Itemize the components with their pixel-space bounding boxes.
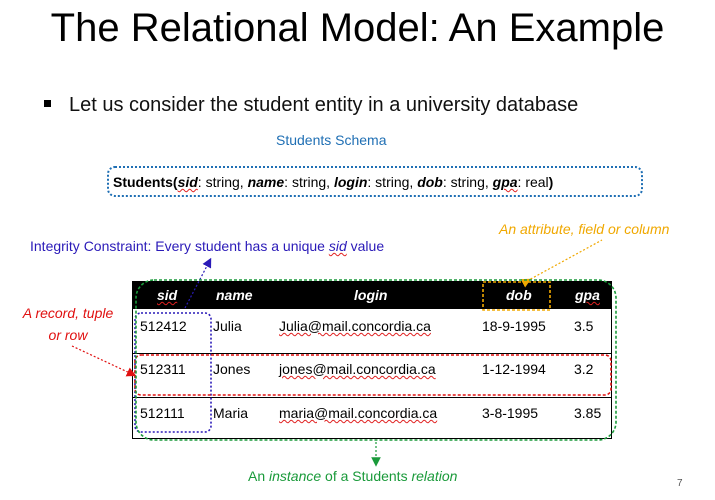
cell-name: Jones — [213, 361, 251, 377]
cell-dob: 1-12-1994 — [482, 361, 546, 377]
schema-attr-login: login — [333, 174, 368, 190]
bullet-point: Let us consider the student entity in a … — [44, 94, 578, 117]
schema-type-gpa: : real — [517, 174, 549, 190]
header-login: login — [354, 287, 388, 303]
schema-attr-gpa: gpa — [492, 174, 518, 190]
record-annotation-line1: A record, tuple — [22, 305, 114, 321]
instance-text-b: instance — [269, 468, 322, 484]
bullet-square-icon — [44, 100, 51, 108]
instance-text-a: An — [248, 468, 270, 484]
cell-name: Julia — [213, 318, 242, 334]
schema-definition: Students(sid: string, name: string, logi… — [113, 174, 553, 190]
instance-text-c: of a Students — [321, 468, 412, 484]
cell-sid: 512311 — [140, 361, 186, 377]
schema-attr-name: name — [247, 174, 285, 190]
attribute-arrow — [520, 239, 603, 288]
schema-attr-sid: sid — [177, 174, 198, 190]
header-name: name — [216, 287, 253, 303]
schema-type-login: : string, — [367, 174, 418, 190]
instance-text-d: relation — [411, 468, 458, 484]
cell-dob: 18-9-1995 — [482, 318, 546, 334]
students-table: sid name login dob gpa 512412 Julia Juli… — [132, 281, 612, 439]
cell-login: maria@mail.concordia.ca — [279, 405, 438, 421]
row-divider — [133, 353, 611, 354]
slide-title: The Relational Model: An Example — [50, 6, 665, 50]
cell-sid: 512111 — [140, 405, 185, 421]
schema-type-sid: : string, — [197, 174, 248, 190]
attribute-annotation: An attribute, field or column — [499, 221, 670, 237]
cell-login: Julia@mail.concordia.ca — [279, 318, 431, 334]
cell-sid: 512412 — [140, 318, 187, 334]
table-header: sid name login dob gpa — [133, 282, 611, 309]
instance-annotation: An instance of a Students relation — [248, 468, 457, 484]
record-annotation: A record, tuple or row — [8, 302, 128, 346]
schema-attr-dob: dob — [417, 174, 443, 190]
integrity-key: sid — [328, 238, 347, 254]
integrity-text: Integrity Constraint: Every student has … — [30, 238, 329, 254]
record-annotation-line2: or row — [48, 327, 88, 343]
schema-box — [107, 166, 643, 197]
cell-name: Maria — [213, 405, 249, 421]
schema-relation-name: Students( — [113, 174, 178, 190]
schema-caption: Students Schema — [276, 132, 387, 148]
integrity-constraint-annotation: Integrity Constraint: Every student has … — [30, 238, 384, 254]
cell-login: jones@mail.concordia.ca — [279, 361, 436, 377]
header-sid: sid — [157, 287, 178, 303]
bullet-text: Let us consider the student entity in a … — [69, 94, 579, 116]
header-dob: dob — [506, 287, 532, 303]
schema-type-dob: : string, — [442, 174, 493, 190]
cell-gpa: 3.2 — [574, 361, 594, 377]
cell-dob: 3-8-1995 — [482, 405, 539, 421]
schema-close-paren: ) — [548, 174, 554, 190]
integrity-suffix: value — [346, 238, 385, 254]
cell-gpa: 3.85 — [574, 405, 602, 421]
header-gpa: gpa — [575, 287, 600, 303]
cell-gpa: 3.5 — [574, 318, 594, 334]
schema-type-name: : string, — [284, 174, 334, 190]
page-number: 7 — [677, 478, 683, 489]
row-divider — [133, 397, 611, 398]
record-arrow — [71, 345, 137, 377]
